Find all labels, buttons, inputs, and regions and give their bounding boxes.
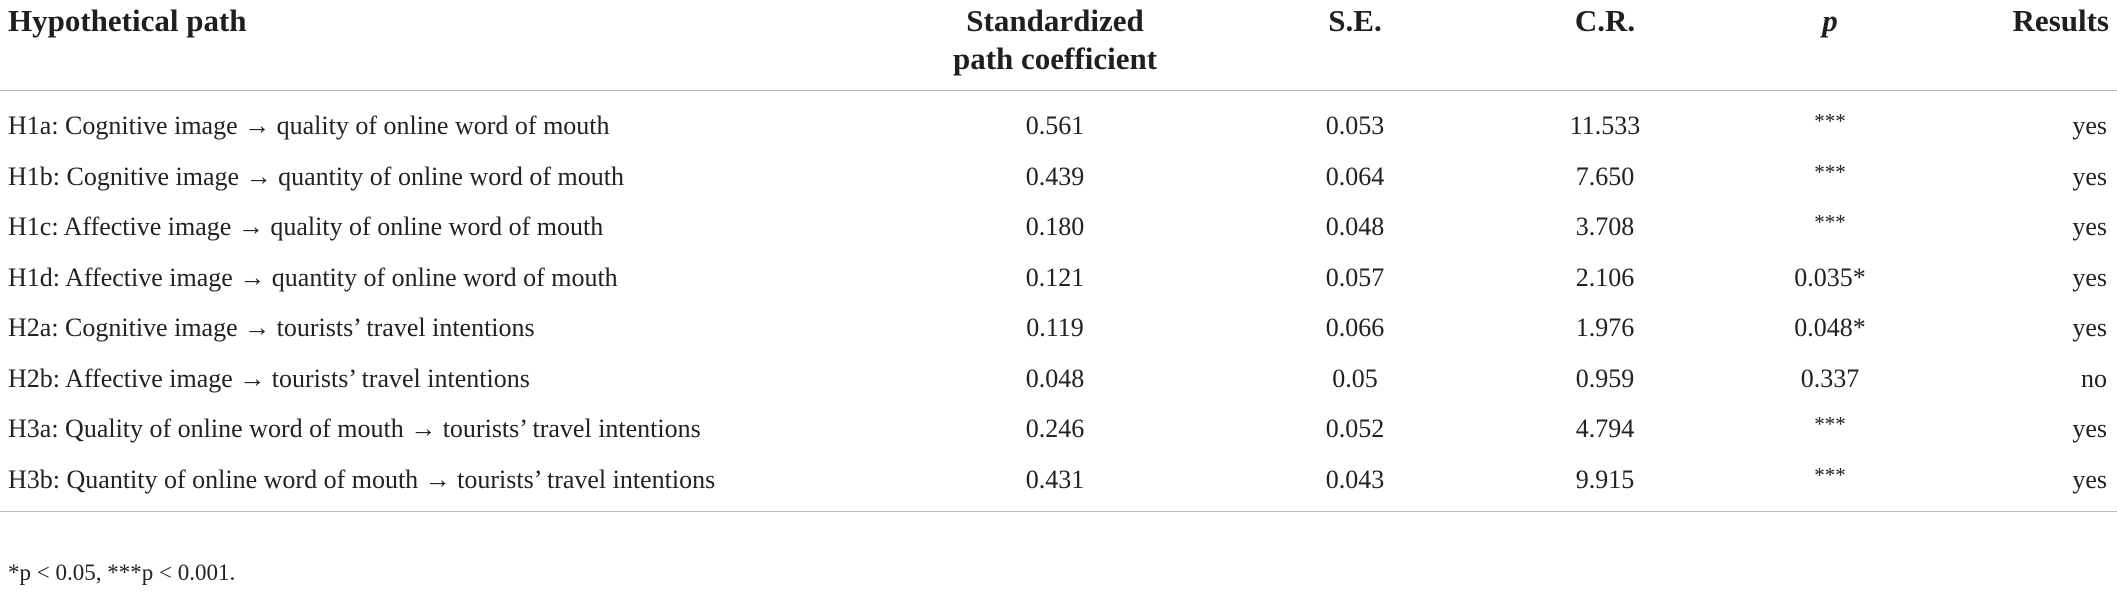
cell-path: H1a: Cognitive image → quality of online… [8,111,610,141]
header-coef-line1: Standardized [966,3,1144,38]
cell-coefficient: 0.431 [1025,464,1085,494]
table-row: H1c: Affective image → quality of online… [0,202,2117,253]
cell-result: yes [2072,161,2107,191]
header-p: p [1822,3,1838,38]
p-value: *** [1814,462,1846,487]
cell-se: 0.066 [1325,313,1385,343]
cell-cr: 2.106 [1575,262,1635,292]
cell-se: 0.05 [1332,363,1378,393]
header-se: S.E. [1328,3,1382,38]
cell-path: H2b: Affective image → tourists’ travel … [8,363,530,393]
table-body: H1a: Cognitive image → quality of online… [0,91,2117,512]
cell-cr: 4.794 [1575,414,1635,444]
table-row: H3b: Quantity of online word of mouth → … [0,455,2117,512]
table-row: H1b: Cognitive image → quantity of onlin… [0,152,2117,203]
cell-coefficient: 0.246 [1025,414,1085,444]
cell-cr: 9.915 [1575,464,1635,494]
cell-se: 0.057 [1325,262,1385,292]
cell-p: *** [1730,202,1930,253]
cell-p: *** [1730,91,1930,152]
cell-coefficient: 0.180 [1025,212,1085,242]
cell-result: yes [2072,464,2107,494]
cell-path: H2a: Cognitive image → tourists’ travel … [8,313,535,343]
cell-coefficient: 0.439 [1025,161,1085,191]
cell-se: 0.064 [1325,161,1385,191]
cell-cr: 0.959 [1575,363,1635,393]
cell-se: 0.052 [1325,414,1385,444]
header-row: Hypothetical path Standardized path coef… [0,0,2117,91]
cell-p: *** [1730,152,1930,203]
cell-coefficient: 0.561 [1025,111,1085,141]
hypothesis-results-table: Hypothetical path Standardized path coef… [0,0,2117,512]
cell-result: yes [2072,313,2107,343]
cell-cr: 7.650 [1575,161,1635,191]
cell-p: 0.048* [1794,313,1866,343]
cell-result: yes [2072,414,2107,444]
cell-se: 0.043 [1325,464,1385,494]
header-coef-line2: path coefficient [952,41,1158,76]
table-row: H2a: Cognitive image → tourists’ travel … [0,303,2117,354]
cell-coefficient: 0.048 [1025,363,1085,393]
header-standardized-path-coefficient: Standardized path coefficient [880,0,1230,91]
header-hypothetical-path: Hypothetical path [8,3,247,38]
cell-cr: 1.976 [1575,313,1635,343]
table-row: H1a: Cognitive image → quality of online… [0,91,2117,152]
table-footnote: *p < 0.05, ***p < 0.001. [8,560,236,585]
cell-p: *** [1730,455,1930,512]
header-results: Results [2012,3,2109,38]
table-row: H2b: Affective image → tourists’ travel … [0,354,2117,405]
table-row: H1d: Affective image → quantity of onlin… [0,253,2117,304]
table-row: H3a: Quality of online word of mouth → t… [0,404,2117,455]
cell-p: 0.337 [1800,363,1860,393]
cell-coefficient: 0.119 [1026,313,1084,343]
cell-p: 0.035* [1794,262,1866,292]
cell-path: H3b: Quantity of online word of mouth → … [8,464,716,494]
header-cr: C.R. [1574,3,1636,38]
cell-path: H1b: Cognitive image → quantity of onlin… [8,161,624,191]
p-value: *** [1814,109,1846,134]
cell-se: 0.053 [1325,111,1385,141]
cell-path: H3a: Quality of online word of mouth → t… [8,414,701,444]
cell-cr: 11.533 [1569,111,1641,141]
cell-result: yes [2072,262,2107,292]
cell-se: 0.048 [1325,212,1385,242]
cell-path: H1d: Affective image → quantity of onlin… [8,262,618,292]
cell-coefficient: 0.121 [1025,262,1085,292]
cell-cr: 3.708 [1575,212,1635,242]
cell-path: H1c: Affective image → quality of online… [8,212,604,242]
cell-p: *** [1730,404,1930,455]
cell-result: yes [2072,212,2107,242]
results-table-container: Hypothetical path Standardized path coef… [0,0,2117,512]
cell-result: yes [2072,111,2107,141]
p-value: *** [1814,159,1846,184]
p-value: *** [1814,412,1846,437]
cell-result: no [2081,363,2107,393]
p-value: *** [1814,210,1846,235]
